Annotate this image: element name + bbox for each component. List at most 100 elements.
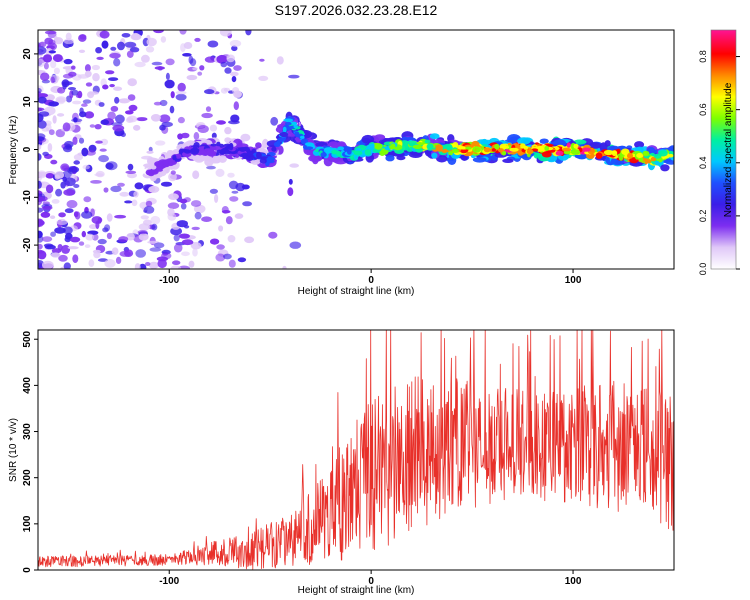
- noise-blob: [228, 120, 240, 125]
- ridge-blob: [616, 148, 621, 153]
- noise-blob: [50, 60, 57, 69]
- colorbar: 0.0 0.2 0.4 0.6 0.8 Normalized spectral ampl…: [698, 29, 740, 276]
- noise-blob: [100, 119, 110, 125]
- noise-blob: [57, 113, 65, 117]
- noise-blob: [149, 247, 162, 252]
- noise-blob: [215, 168, 225, 177]
- noise-blob: [60, 181, 66, 189]
- colorbar-tick-label: 0.0: [698, 263, 708, 276]
- snr-y-ticks: 0 100 200 300 400 500: [22, 330, 38, 573]
- ridge-blob: [291, 121, 297, 125]
- noise-blob: [206, 165, 216, 170]
- ridge-blob: [221, 147, 227, 155]
- noise-blob: [127, 172, 137, 179]
- ridge-blob: [228, 144, 234, 151]
- ridge-blob: [665, 159, 674, 165]
- ridge-blob: [436, 155, 448, 163]
- noise-blob: [62, 73, 74, 79]
- noise-blob: [84, 70, 92, 78]
- noise-blob: [110, 46, 117, 51]
- ridge-blob: [172, 154, 177, 161]
- ridge-blob: [634, 141, 645, 149]
- noise-blob: [96, 56, 104, 61]
- noise-blob: [210, 238, 220, 245]
- noise-blob: [124, 200, 133, 204]
- noise-blob: [134, 61, 146, 68]
- spectrogram-x-label: Height of straight line (km): [298, 286, 415, 297]
- noise-blob: [38, 249, 44, 254]
- noise-blob: [63, 38, 74, 45]
- noise-blob: [268, 231, 278, 239]
- noise-blob: [95, 140, 103, 144]
- noise-blob: [79, 111, 87, 118]
- noise-blob: [42, 151, 49, 156]
- noise-blob: [128, 104, 138, 112]
- noise-blob: [244, 236, 255, 244]
- noise-blob: [177, 116, 185, 124]
- ridge-blob: [610, 150, 617, 155]
- noise-blob: [48, 129, 55, 136]
- noise-blob: [73, 117, 78, 123]
- noise-blob: [52, 115, 57, 124]
- noise-blob: [84, 111, 95, 119]
- ridge-blob: [212, 145, 223, 151]
- noise-blob: [143, 205, 155, 214]
- y-tick-label: 20: [22, 48, 33, 60]
- noise-blob: [114, 96, 120, 104]
- ridge-blob: [210, 143, 218, 147]
- noise-blob: [108, 77, 119, 81]
- ridge-blob: [541, 151, 552, 158]
- noise-blob: [89, 124, 96, 128]
- ridge-blob: [275, 140, 281, 146]
- ridge-blob: [374, 143, 383, 150]
- noise-blob: [38, 170, 47, 178]
- ridge-blob: [561, 147, 572, 152]
- noise-blob: [125, 170, 137, 174]
- noise-blob: [229, 196, 239, 202]
- noise-blob: [167, 202, 180, 209]
- noise-blob: [105, 70, 115, 75]
- noise-blob: [85, 150, 96, 156]
- ridge-blob: [259, 158, 267, 164]
- ridge-blob: [482, 139, 493, 145]
- colorbar-tick-label: 0.2: [698, 210, 708, 223]
- noise-blob: [61, 244, 71, 254]
- noise-blob: [193, 132, 200, 141]
- x-tick-label: -100: [159, 576, 179, 587]
- noise-blob: [131, 199, 138, 207]
- ridge-blob: [304, 146, 314, 150]
- ridge-blob: [465, 146, 472, 150]
- noise-blob: [63, 58, 73, 65]
- noise-blob: [65, 144, 72, 151]
- noise-blob: [38, 46, 47, 55]
- spectrogram-x-ticks: -100 0 100: [159, 269, 582, 286]
- noise-blob: [176, 220, 188, 228]
- noise-blob: [91, 64, 100, 71]
- noise-blob: [90, 180, 102, 184]
- ridge-blob: [154, 161, 164, 167]
- noise-blob: [44, 244, 56, 250]
- ridge-blob: [412, 144, 423, 149]
- noise-blob: [178, 233, 190, 239]
- ridge-blob: [262, 138, 269, 149]
- noise-blob: [112, 124, 125, 132]
- noise-blob: [62, 82, 67, 90]
- noise-blob: [148, 261, 159, 269]
- noise-blob: [109, 84, 115, 88]
- noise-blob: [165, 58, 175, 66]
- noise-blob: [165, 72, 170, 80]
- ridge-blob: [668, 153, 674, 158]
- noise-blob: [127, 78, 137, 87]
- noise-blob: [234, 213, 244, 219]
- noise-blob: [42, 236, 53, 243]
- noise-blob: [140, 215, 149, 220]
- noise-blob: [117, 41, 125, 51]
- noise-blob: [63, 189, 76, 196]
- ridge-blob: [457, 146, 466, 150]
- noise-blob: [145, 200, 153, 207]
- noise-blob: [115, 114, 125, 124]
- colorbar-frame: [710, 29, 737, 270]
- noise-blob: [231, 190, 239, 194]
- ridge-blob: [367, 144, 375, 150]
- ridge-blob: [396, 155, 406, 161]
